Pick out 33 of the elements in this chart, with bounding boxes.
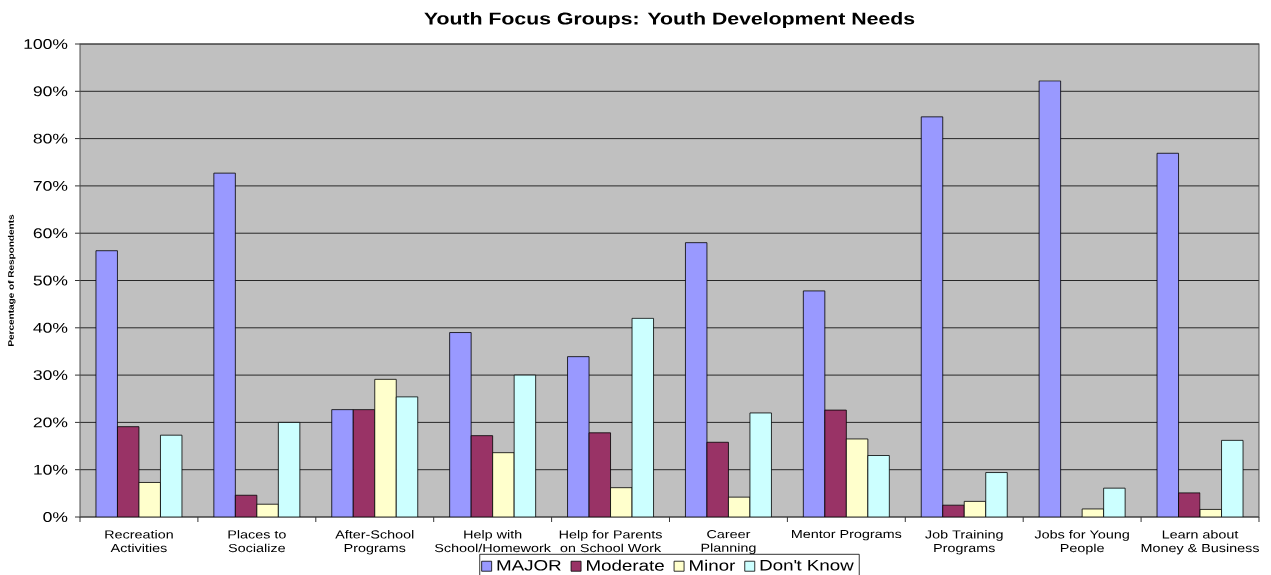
y-tick-label: 20% xyxy=(33,417,68,428)
x-tick-label: Job Training Programs xyxy=(925,530,1003,555)
legend-label: Don't Know xyxy=(760,560,854,571)
legend-label: MAJOR xyxy=(497,559,561,571)
y-tick-label: 60% xyxy=(33,228,68,239)
x-tick-label: Recreation Activities xyxy=(105,530,173,553)
x-tick-label: Help for Parents on School Work xyxy=(559,530,662,553)
y-tick-label: 0% xyxy=(43,512,68,522)
x-tick-label: Jobs for Young People xyxy=(1034,530,1129,555)
x-tick-label: Learn about Money & Business xyxy=(1141,530,1259,555)
y-tick-label: 50% xyxy=(33,275,68,286)
x-tick-label: Help with School/Homework xyxy=(434,530,551,553)
legend-label: Moderate xyxy=(587,559,664,571)
y-tick-label: 30% xyxy=(33,370,68,381)
y-tick-label: 80% xyxy=(33,133,68,144)
y-tick-label: 10% xyxy=(34,464,68,475)
y-tick-label: 40% xyxy=(33,322,68,333)
y-tick-label: 100% xyxy=(24,39,68,49)
bar xyxy=(824,409,847,517)
x-tick-label: After-School Programs xyxy=(335,530,414,555)
bar xyxy=(588,432,611,517)
bar xyxy=(352,409,376,517)
x-tick-label: Mentor Programs xyxy=(792,530,902,541)
y-axis-title: Percentage of Respondents xyxy=(7,214,16,346)
legend-label: Minor xyxy=(690,559,736,571)
bar xyxy=(117,426,140,517)
x-tick-label: Places to Socialize xyxy=(228,530,286,553)
y-tick-label: 70% xyxy=(33,180,68,191)
chart-title: Youth Focus Groups: Youth Development Needs xyxy=(424,12,915,28)
x-tick-label: Career Planning xyxy=(701,530,756,555)
bar xyxy=(706,441,729,517)
bar xyxy=(470,435,494,517)
y-tick-label: 90% xyxy=(33,86,68,97)
